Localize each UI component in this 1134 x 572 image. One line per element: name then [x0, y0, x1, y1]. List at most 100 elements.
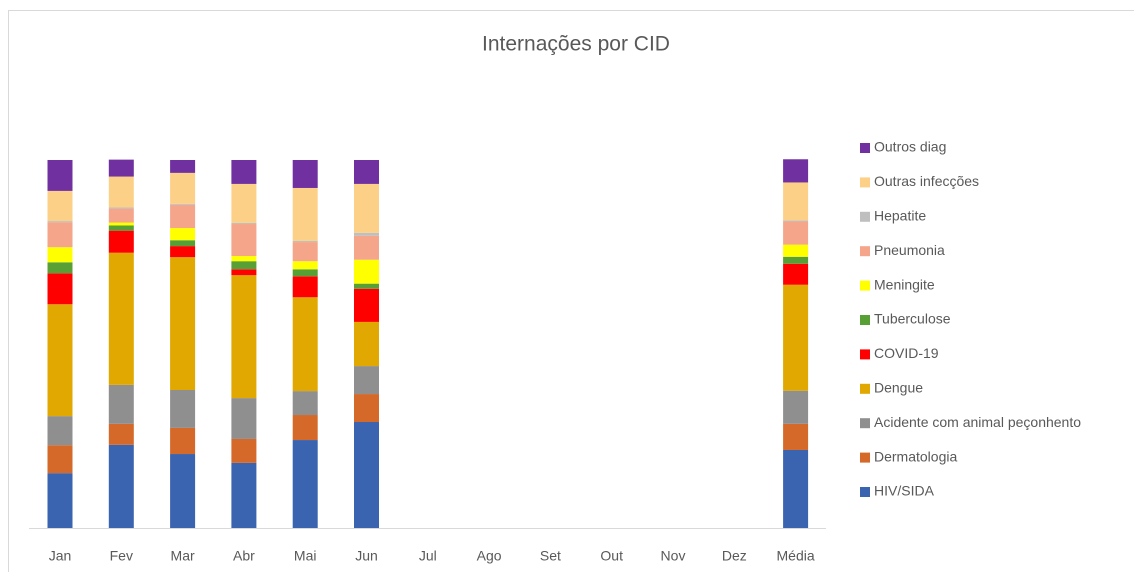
bar-segment [47, 247, 73, 263]
bar-segment [354, 394, 379, 423]
bar-segment [292, 187, 318, 241]
bar-segment [231, 160, 257, 184]
bar-segment [783, 449, 809, 528]
bar-segment [354, 288, 379, 322]
legend-label: Dengue [874, 380, 923, 396]
x-tick-label: Dez [722, 548, 747, 564]
bar-segment [170, 172, 196, 204]
bar-segment [783, 221, 809, 245]
x-tick-label: Média [777, 548, 815, 564]
x-tick-label: Mar [171, 548, 195, 564]
bar-segment [47, 416, 73, 446]
bar-segment [170, 390, 196, 428]
bar-segment [783, 423, 809, 450]
bar-segment [354, 232, 379, 236]
bar-segment [47, 473, 73, 528]
legend-label: Meningite [874, 276, 935, 292]
legend-label: Acidente com animal peçonhento [874, 414, 1081, 430]
bar-segment [783, 256, 809, 264]
legend-swatch [860, 177, 870, 188]
bar-segment [108, 384, 134, 424]
x-tick-label: Nov [661, 548, 686, 564]
legend-swatch [860, 143, 870, 153]
legend-label: Pneumonia [874, 242, 945, 258]
bar-segment [108, 225, 134, 231]
bar-segment [231, 224, 257, 257]
x-tick-label: Out [600, 548, 623, 564]
bar-segment [292, 440, 318, 528]
bar-segment [47, 273, 73, 305]
bar-segment [354, 283, 379, 289]
x-tick-label: Jan [49, 548, 72, 564]
bar-segment [292, 415, 318, 441]
legend-label: Outras infecções [874, 173, 979, 189]
legend-label: HIV/SIDA [874, 483, 935, 499]
bar-segment [170, 240, 196, 247]
bar-segment [108, 444, 134, 528]
legend-label: Tuberculose [874, 311, 951, 327]
bar-segment [783, 390, 809, 424]
bar-segment [108, 252, 134, 385]
bar-segment [108, 423, 134, 445]
bar-segment [108, 207, 134, 209]
bar-segment [292, 391, 318, 416]
x-tick-label: Set [540, 548, 561, 564]
bar-segment [231, 222, 257, 225]
bar-segment [231, 269, 257, 276]
bar-segment [47, 304, 73, 417]
bar-segment [783, 159, 809, 183]
bar-segment [354, 183, 379, 233]
legend-swatch [860, 315, 870, 325]
bar-segment [783, 182, 809, 221]
bar-segment [170, 203, 196, 205]
x-tick-label: Ago [477, 548, 502, 564]
x-tick-label: Abr [233, 548, 255, 564]
x-tick-label: Jul [419, 548, 437, 564]
legend-label: Outros diag [874, 139, 946, 155]
bar-segment [783, 220, 809, 222]
bar-segment [292, 240, 318, 243]
bar-segment [231, 275, 257, 399]
bar-segment [47, 190, 73, 222]
legend-swatch [860, 383, 870, 394]
bar-segment [354, 422, 379, 528]
bar-segment [231, 438, 257, 463]
bar-segment [170, 257, 196, 390]
bar-segment [231, 398, 257, 439]
legend-swatch [860, 452, 870, 463]
bar-segment [170, 454, 196, 528]
x-tick-label: Fev [110, 548, 133, 564]
legend-swatch [860, 280, 870, 291]
legend-label: Dermatologia [874, 448, 957, 464]
bar-segment [292, 276, 318, 298]
bar-segment [170, 204, 196, 229]
bar-segment [231, 261, 257, 270]
legend-swatch [860, 418, 870, 429]
bar-segment [108, 208, 134, 223]
bar-segment [170, 228, 196, 241]
bar-segment [231, 256, 257, 262]
bar-segment [354, 366, 379, 395]
x-tick-label: Mai [294, 548, 317, 564]
bar-segment [231, 462, 257, 528]
legend-swatch [860, 349, 870, 360]
bar-segment [292, 261, 318, 270]
bar-segment [170, 160, 196, 173]
bar-segment [170, 427, 196, 455]
legend-swatch [860, 246, 870, 257]
legend-label: COVID-19 [874, 345, 939, 361]
bar-segment [108, 176, 134, 208]
bar-segment [354, 321, 379, 367]
bar-segment [783, 263, 809, 285]
bar-segment [47, 160, 73, 191]
bar-segment [354, 259, 379, 284]
bar-segment [47, 445, 73, 474]
bar-segment [108, 222, 134, 226]
bar-segment [783, 244, 809, 257]
legend-swatch [860, 211, 870, 222]
bar-segment [292, 242, 318, 262]
bar-segment [47, 222, 73, 248]
bar-segment [354, 160, 379, 184]
